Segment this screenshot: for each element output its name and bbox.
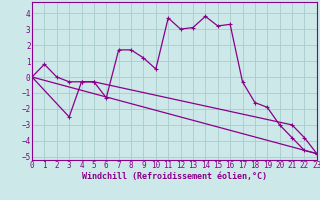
X-axis label: Windchill (Refroidissement éolien,°C): Windchill (Refroidissement éolien,°C) <box>82 172 267 181</box>
